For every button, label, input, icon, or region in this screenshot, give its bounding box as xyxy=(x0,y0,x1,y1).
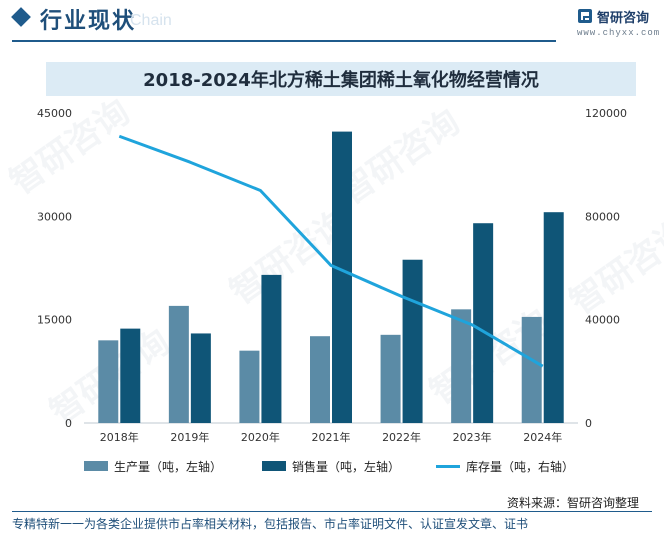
x-tick-label: 2023年 xyxy=(453,430,492,444)
legend-line-inventory xyxy=(436,465,460,468)
brand-name: 智研咨询 xyxy=(597,11,650,26)
header-divider xyxy=(12,40,556,42)
x-tick-label: 2020年 xyxy=(241,430,280,444)
bar-sales xyxy=(402,259,423,423)
x-tick-label: 2021年 xyxy=(312,430,351,444)
brand: 智研咨询 www.chyxx.com xyxy=(577,6,661,42)
x-tick-label: 2019年 xyxy=(170,430,209,444)
bar-production xyxy=(98,340,119,423)
y-right-tick-label: 80000 xyxy=(585,210,620,223)
bar-sales xyxy=(190,333,211,423)
header-ghost-text: Chain xyxy=(130,12,172,29)
header: 行业现状 Chain 智研咨询 www.chyxx.com xyxy=(0,0,664,44)
brand-url: www.chyxx.com xyxy=(577,28,661,38)
footer-divider xyxy=(12,511,652,512)
y-left-tick-label: 15000 xyxy=(37,314,72,327)
brand-logo-icon xyxy=(578,9,592,23)
bar-production xyxy=(521,316,542,423)
legend-swatch-production xyxy=(84,461,108,471)
bar-production xyxy=(310,336,330,423)
section-title: 行业现状 xyxy=(40,9,137,34)
x-tick-label: 2022年 xyxy=(382,430,421,444)
x-tick-label: 2024年 xyxy=(523,430,562,444)
legend-label-production: 生产量（吨，左轴） xyxy=(114,460,223,474)
bar-sales xyxy=(120,328,141,423)
y-left-tick-label: 45000 xyxy=(37,107,72,120)
chart-title-band: 2018-2024年北方稀土集团稀土氧化物经营情况 xyxy=(46,62,636,96)
bar-sales xyxy=(261,274,282,423)
x-tick-label: 2018年 xyxy=(100,430,139,444)
y-left-tick-label: 30000 xyxy=(37,210,72,223)
footer-text: 专精特新一一为各类企业提供市占率相关材料，包括报告、市占率证明文件、认证宣发文章… xyxy=(12,517,529,531)
legend: 生产量（吨，左轴） 销售量（吨，左轴） 库存量（吨，右轴） xyxy=(84,458,644,474)
bar-production xyxy=(168,305,189,423)
bar-production xyxy=(239,350,260,423)
bar-sales xyxy=(473,223,494,423)
bar-production xyxy=(380,334,401,423)
legend-label-sales: 销售量（吨，左轴） xyxy=(292,460,401,474)
y-right-tick-label: 40000 xyxy=(585,314,620,327)
bar-sales xyxy=(332,131,352,423)
source-note: 资料来源：智研咨询整理 xyxy=(507,496,640,510)
chart-title: 2018-2024年北方稀土集团稀土氧化物经营情况 xyxy=(143,70,539,91)
legend-label-inventory: 库存量（吨，右轴） xyxy=(466,460,575,474)
legend-swatch-sales xyxy=(262,461,286,471)
bar-sales xyxy=(543,212,564,423)
y-left-tick-label: 0 xyxy=(65,417,72,430)
y-right-tick-label: 120000 xyxy=(585,107,627,120)
bar-production xyxy=(451,309,472,423)
y-right-tick-label: 0 xyxy=(585,417,592,430)
